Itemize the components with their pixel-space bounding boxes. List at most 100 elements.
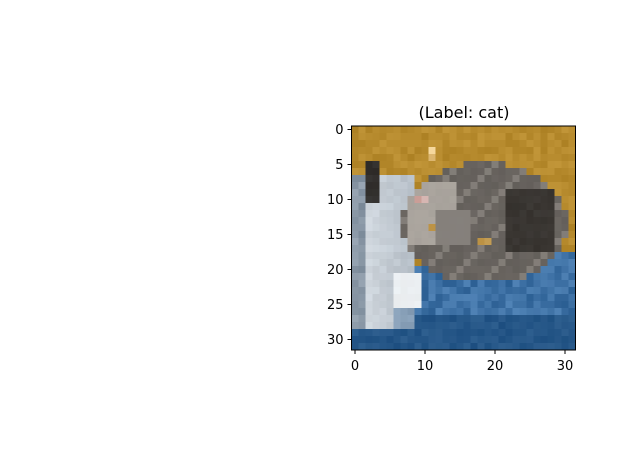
image-pixel xyxy=(450,140,457,147)
image-pixel xyxy=(394,315,401,322)
image-pixel xyxy=(513,301,520,308)
image-pixel xyxy=(541,126,548,133)
x-tick-label: 20 xyxy=(487,359,504,374)
image-pixel xyxy=(513,203,520,210)
image-pixel xyxy=(555,329,562,336)
image-pixel xyxy=(380,315,387,322)
image-pixel xyxy=(471,280,478,287)
image-pixel xyxy=(520,273,527,280)
image-pixel xyxy=(464,273,471,280)
image-pixel xyxy=(513,175,520,182)
image-pixel xyxy=(415,217,422,224)
image-pixel xyxy=(478,252,485,259)
image-pixel xyxy=(534,217,541,224)
image-pixel xyxy=(569,273,576,280)
image-pixel xyxy=(485,126,492,133)
image-pixel xyxy=(506,336,513,343)
image-pixel xyxy=(555,224,562,231)
image-pixel xyxy=(513,329,520,336)
image-pixel xyxy=(422,266,429,273)
image-pixel xyxy=(387,217,394,224)
image-pixel xyxy=(513,126,520,133)
image-pixel xyxy=(478,175,485,182)
image-pixel xyxy=(499,231,506,238)
image-pixel xyxy=(478,126,485,133)
image-pixel xyxy=(520,343,527,350)
image-pixel xyxy=(380,329,387,336)
image-pixel xyxy=(443,147,450,154)
image-pixel xyxy=(506,140,513,147)
image-pixel xyxy=(401,301,408,308)
image-pixel xyxy=(541,343,548,350)
image-pixel xyxy=(443,266,450,273)
image-pixel xyxy=(527,301,534,308)
image-pixel xyxy=(506,203,513,210)
image-pixel xyxy=(464,140,471,147)
image-pixel xyxy=(359,294,366,301)
image-pixel xyxy=(513,287,520,294)
image-pixel xyxy=(506,245,513,252)
image-pixel xyxy=(429,154,436,161)
image-pixel xyxy=(436,238,443,245)
image-pixel xyxy=(492,343,499,350)
image-pixel xyxy=(422,336,429,343)
image-pixel xyxy=(408,308,415,315)
image-pixel xyxy=(352,196,359,203)
image-pixel xyxy=(380,259,387,266)
image-pixel xyxy=(478,322,485,329)
image-pixel xyxy=(534,224,541,231)
image-pixel xyxy=(366,301,373,308)
image-pixel xyxy=(562,231,569,238)
image-pixel xyxy=(422,252,429,259)
image-pixel xyxy=(436,203,443,210)
image-pixel xyxy=(450,259,457,266)
image-pixel xyxy=(408,168,415,175)
image-pixel xyxy=(373,287,380,294)
image-pixel xyxy=(366,322,373,329)
image-pixel xyxy=(471,175,478,182)
image-pixel xyxy=(520,140,527,147)
image-pixel xyxy=(541,252,548,259)
image-pixel xyxy=(541,231,548,238)
image-pixel xyxy=(464,238,471,245)
image-pixel xyxy=(464,266,471,273)
image-pixel xyxy=(422,343,429,350)
image-pixel xyxy=(366,231,373,238)
image-pixel xyxy=(429,203,436,210)
image-pixel xyxy=(450,175,457,182)
image-pixel xyxy=(394,154,401,161)
image-pixel xyxy=(359,224,366,231)
image-pixel xyxy=(443,161,450,168)
image-pixel xyxy=(366,147,373,154)
image-pixel xyxy=(366,133,373,140)
image-pixel xyxy=(401,224,408,231)
image-pixel xyxy=(352,252,359,259)
image-pixel xyxy=(443,329,450,336)
image-pixel xyxy=(457,287,464,294)
image-pixel xyxy=(373,245,380,252)
image-pixel xyxy=(429,231,436,238)
image-pixel xyxy=(499,322,506,329)
image-pixel xyxy=(422,231,429,238)
image-pixel xyxy=(394,231,401,238)
image-pixel xyxy=(555,294,562,301)
image-pixel xyxy=(541,238,548,245)
image-pixel xyxy=(373,147,380,154)
image-pixel xyxy=(422,196,429,203)
image-pixel xyxy=(457,133,464,140)
image-pixel xyxy=(408,315,415,322)
y-tick-label: 30 xyxy=(327,333,344,348)
image-pixel xyxy=(436,175,443,182)
image-pixel xyxy=(443,252,450,259)
image-pixel xyxy=(520,168,527,175)
image-pixel xyxy=(359,266,366,273)
image-pixel xyxy=(401,308,408,315)
image-pixel xyxy=(541,210,548,217)
image-pixel xyxy=(408,147,415,154)
image-pixel xyxy=(464,126,471,133)
image-pixel xyxy=(548,154,555,161)
image-pixel xyxy=(499,294,506,301)
image-pixel xyxy=(450,252,457,259)
image-pixel xyxy=(373,315,380,322)
